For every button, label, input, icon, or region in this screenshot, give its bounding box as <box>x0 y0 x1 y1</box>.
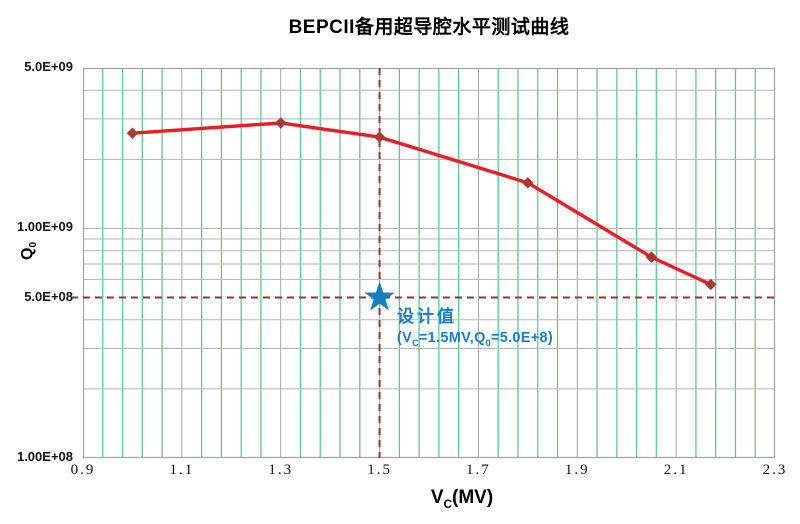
data-point-marker <box>373 131 386 143</box>
data-point-marker <box>275 117 287 129</box>
y-axis-title: Q0 <box>19 242 39 260</box>
x-tick-label: 1.1 <box>169 462 195 478</box>
chart-title: BEPCII备用超导腔水平测试曲线 <box>288 17 570 38</box>
x-tick-label: 0.9 <box>70 462 96 478</box>
y-tick-label: 5.0E+08 <box>24 288 73 304</box>
design-value-detail: (VC=1.5MV,Q0=5.0E+8) <box>397 329 554 348</box>
x-axis-title-units: (MV) <box>452 487 494 508</box>
design-value-label: 设计值 <box>397 307 457 326</box>
data-point-marker <box>705 278 717 291</box>
data-point-marker <box>522 177 534 189</box>
x-axis-title-base: V <box>430 487 444 508</box>
data-series-line <box>130 121 713 287</box>
x-tick-label: 1.9 <box>564 462 590 478</box>
data-point-marker <box>126 127 139 139</box>
y-tick-label: 1.00E+09 <box>16 219 73 235</box>
x-tick-label: 1.5 <box>367 462 392 478</box>
design-value-annotation: 设计值 (VC=1.5MV,Q0=5.0E+8) <box>397 306 553 349</box>
design-star <box>364 281 395 311</box>
y-tick-label: 1.00E+08 <box>16 449 73 464</box>
y-tick-label: 5.0E+09 <box>24 59 73 74</box>
x-tick-label: 2.1 <box>663 462 689 478</box>
plot-area <box>71 67 776 459</box>
plot-border <box>82 67 776 459</box>
x-tick-label: 1.3 <box>268 462 294 478</box>
data-point-marker <box>645 251 658 263</box>
x-axis-title-sub: C <box>443 497 453 511</box>
y-axis-title-sub: 0 <box>28 242 40 248</box>
x-tick-label: 2.3 <box>762 462 788 478</box>
y-axis-title-base: Q <box>19 247 36 260</box>
x-tick-label: 1.7 <box>466 462 491 478</box>
x-axis-title: VC(MV) <box>116 487 800 511</box>
